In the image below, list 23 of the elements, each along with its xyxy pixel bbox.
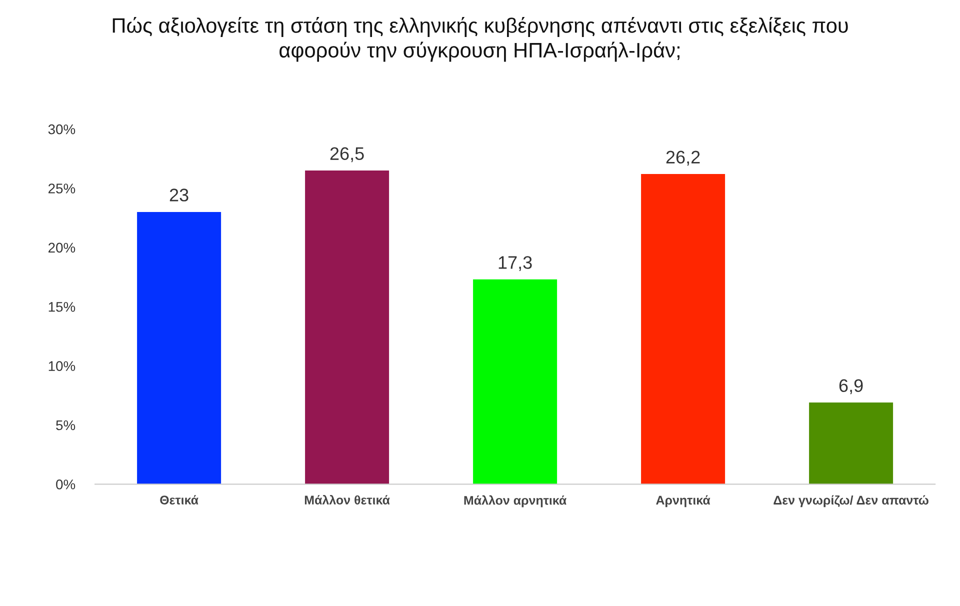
chart-title: Πώς αξιολογείτε τη στάση της ελληνικής κυβέρνησης απέναντι στις εξελίξεις που αφορούν την σύγκρουση ΗΠΑ-Ισραήλ-Ιράν;: [112, 16, 848, 62]
y-tick-label: 30%: [48, 124, 76, 134]
bar: [809, 402, 894, 484]
y-tick-label: 0%: [56, 480, 76, 490]
bar: [137, 212, 222, 484]
x-tick-label: Αρνητικά: [656, 495, 710, 508]
data-label: 26,5: [330, 147, 364, 162]
y-tick-label: 10%: [48, 361, 76, 371]
y-tick-label: 5%: [56, 420, 76, 430]
y-tick-label: 20%: [48, 242, 76, 253]
x-tick-label: Μάλλον θετικά: [304, 494, 390, 504]
x-tick-label: Μάλλον αρνητικά: [464, 495, 567, 508]
x-tick-label: Θετικά: [160, 495, 198, 504]
bar: [641, 174, 726, 484]
x-tick-label: Δεν γνωρίζω/ Δεν απαντώ: [774, 495, 928, 508]
data-label: 6,9: [839, 379, 863, 394]
data-label: 17,3: [498, 256, 532, 272]
data-label: 23: [170, 188, 188, 202]
y-tick-label: 15%: [48, 302, 76, 312]
data-label: 26,2: [666, 150, 700, 166]
y-tick-label: 25%: [48, 184, 76, 194]
bar: [305, 170, 390, 484]
bar: [473, 279, 558, 484]
